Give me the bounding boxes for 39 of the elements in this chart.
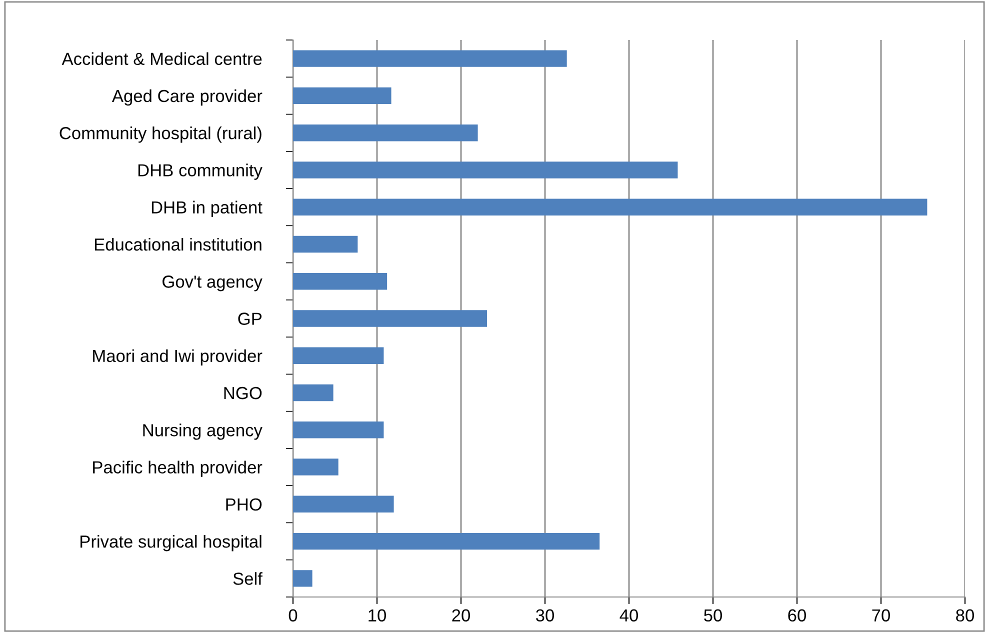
y-tick-label: Community hospital (rural)	[60, 126, 262, 143]
y-tick-label: DHB community	[138, 164, 262, 180]
x-tick-label: 80	[956, 609, 974, 622]
x-tick-label: 40	[620, 609, 638, 622]
bar	[293, 310, 488, 327]
y-tick-label: Accident & Medical centre	[62, 52, 262, 66]
x-tick-label: 60	[788, 609, 806, 622]
y-tick-label: Maori and Iwi provider	[93, 349, 262, 366]
y-tick-label: Educational institution	[94, 238, 262, 251]
y-tick-label: Nursing agency	[143, 424, 262, 440]
bar	[293, 384, 334, 402]
bar	[293, 532, 600, 550]
y-tick-label: NGO	[224, 386, 262, 400]
y-tick-label: Gov't agency	[162, 276, 262, 292]
x-tick-label: 30	[536, 609, 554, 622]
y-tick-label: Self	[233, 572, 262, 585]
y-tick-label: Aged Care provider	[112, 89, 262, 106]
bar	[293, 422, 384, 438]
bar	[293, 124, 478, 142]
x-tick-label: 10	[368, 609, 386, 622]
bar	[293, 347, 384, 364]
bar	[293, 87, 392, 104]
bar	[293, 236, 358, 253]
y-tick-label: GP	[238, 312, 262, 325]
y-tick-label: Private surgical hospital	[80, 535, 262, 552]
y-tick-label: PHO	[226, 498, 262, 511]
bar	[293, 458, 338, 476]
x-tick-label: 20	[452, 609, 470, 622]
x-tick-label: 70	[872, 609, 890, 622]
bar	[293, 50, 567, 67]
bar	[293, 273, 388, 290]
y-tick-label: DHB in patient	[152, 200, 262, 217]
y-tick-label: Pacific health provider	[93, 460, 262, 477]
x-tick-label: 50	[704, 609, 722, 622]
bar	[293, 162, 678, 178]
bar	[293, 198, 928, 216]
x-tick-label: 0	[288, 609, 298, 622]
bar	[293, 570, 312, 587]
bar	[293, 496, 394, 513]
